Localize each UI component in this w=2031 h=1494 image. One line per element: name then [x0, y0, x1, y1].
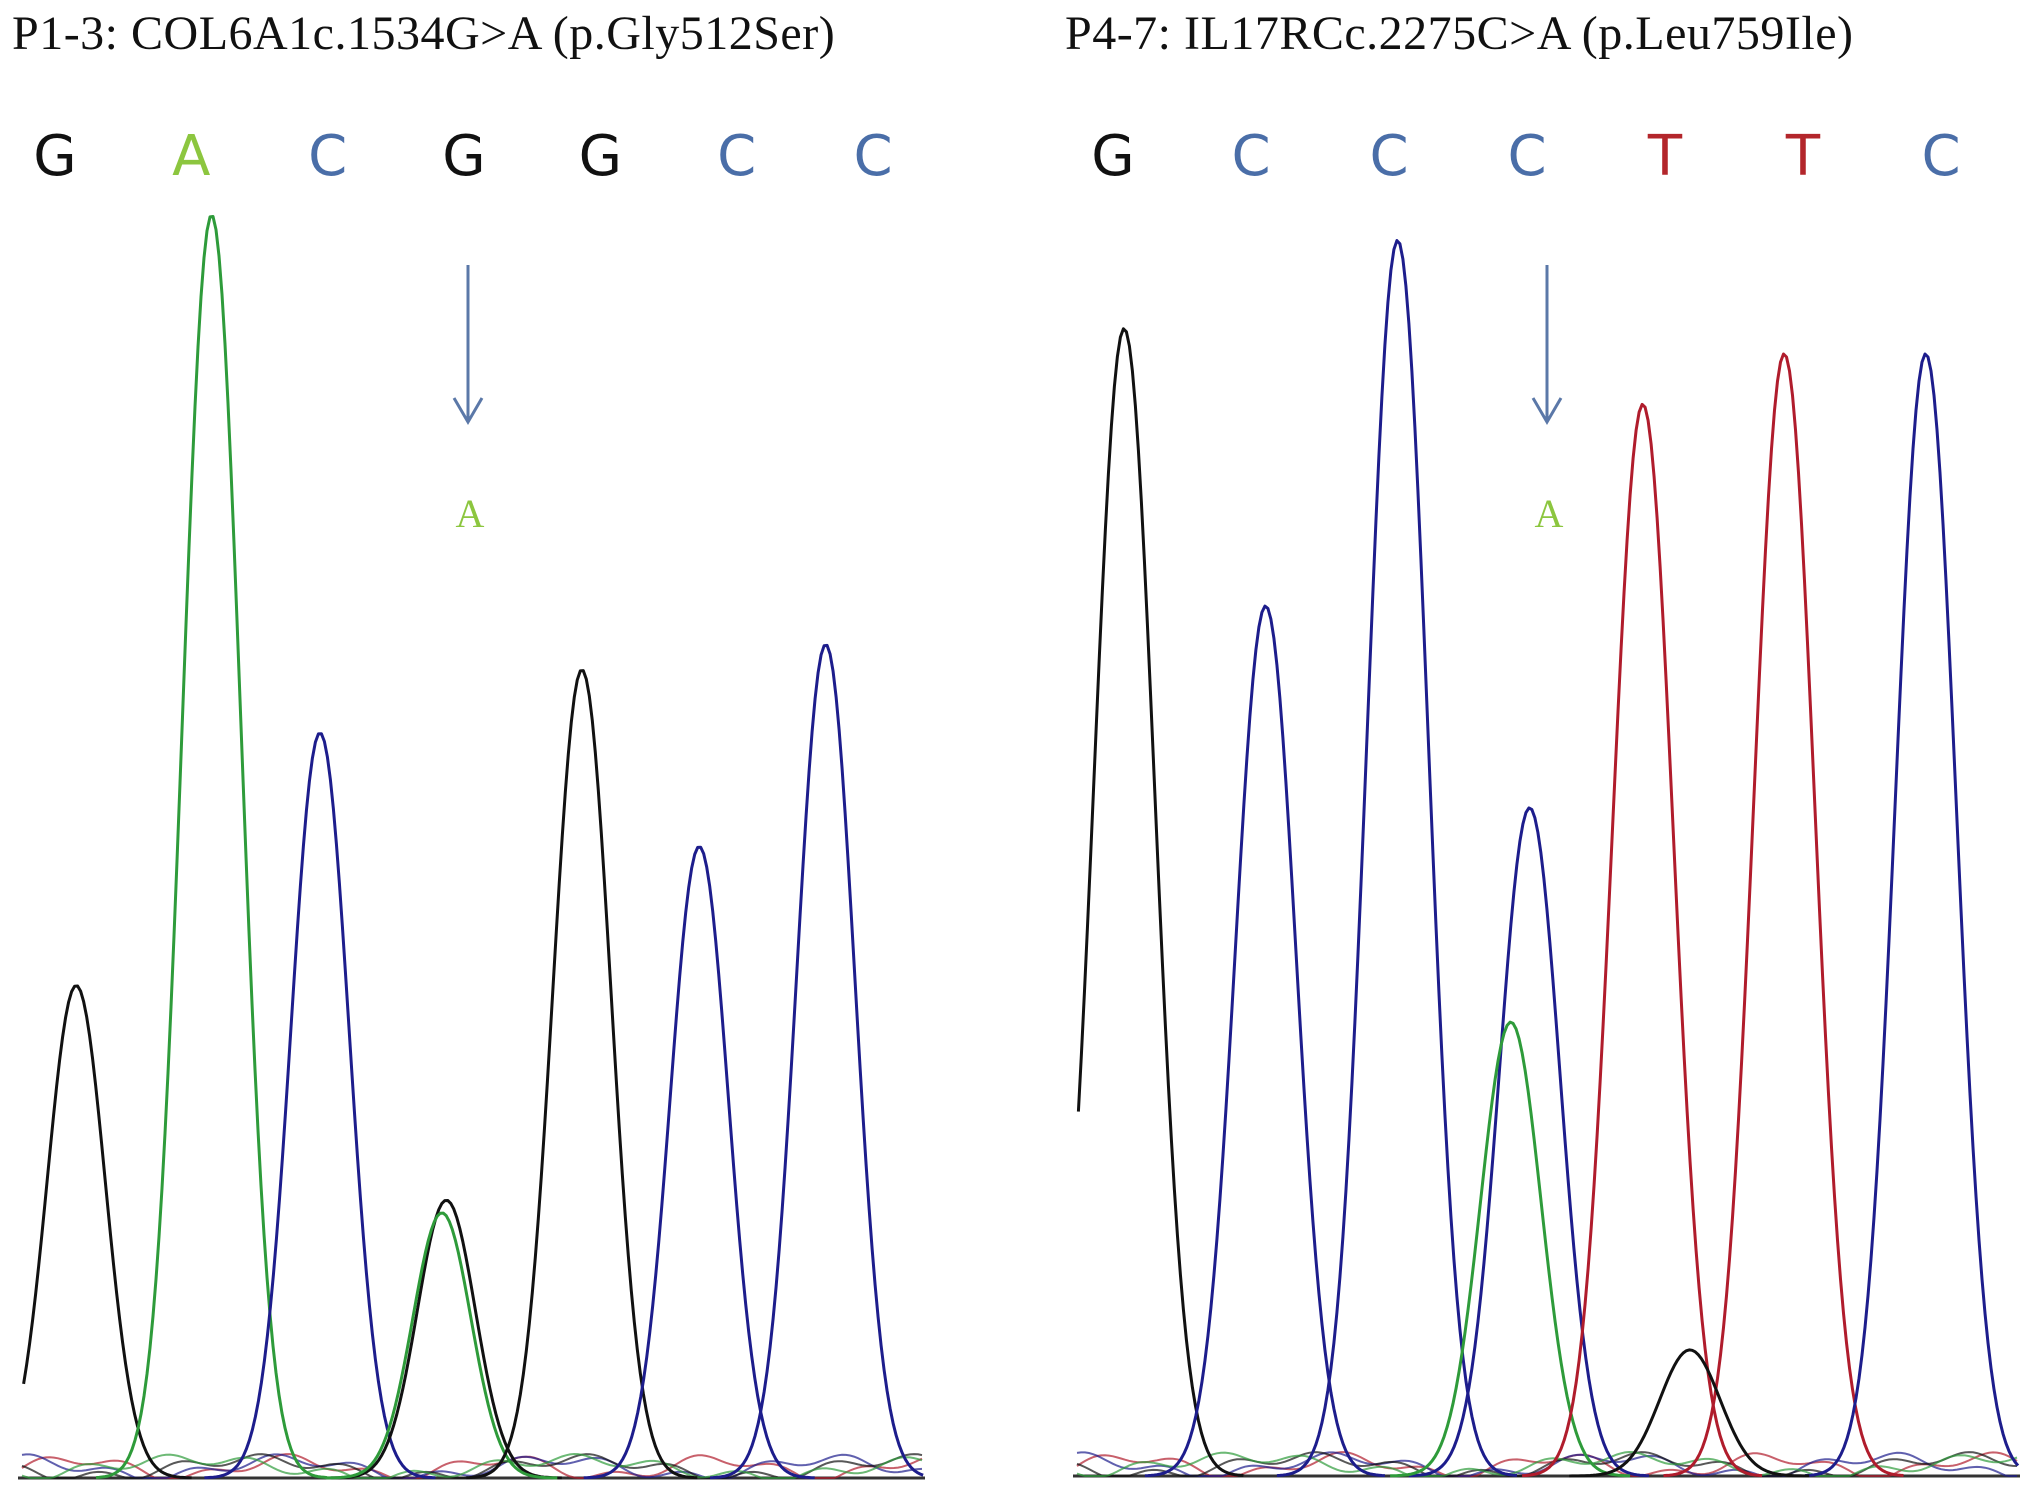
trace-peak: [95, 215, 328, 1480]
trace-peak: [1522, 402, 1763, 1478]
base-call-label: G: [1091, 124, 1134, 189]
trace-peak: [583, 845, 815, 1480]
variant-base-label: A: [1535, 491, 1564, 536]
trace-peak: [1804, 352, 2020, 1478]
noise-trace: [1076, 1451, 2018, 1477]
noise-trace: [1076, 1451, 2018, 1477]
base-call-label: A: [172, 124, 210, 189]
base-call-label: C: [1231, 124, 1270, 189]
base-call-label: C: [308, 124, 347, 189]
base-call-label: C: [1507, 124, 1546, 189]
chromatogram-right: G C C C T T C A: [1073, 124, 2020, 1478]
base-call-label: T: [1647, 124, 1683, 189]
trace-peak: [1144, 604, 1385, 1478]
chromatogram-panel-right: P4-7: IL17RCc.2275C>A (p.Leu759Ile) G C C C…: [1015, 0, 2031, 1494]
variant-arrow-icon: [1531, 265, 1563, 425]
chromatogram-left: G A C G G C C A: [18, 124, 925, 1480]
noise-trace: [21, 1453, 923, 1479]
trace-peak: [466, 669, 698, 1480]
trace-peak: [1276, 239, 1517, 1478]
trace-peak: [1390, 1020, 1631, 1478]
base-call-label: G: [442, 124, 485, 189]
trace-peak: [330, 1199, 562, 1480]
base-call-label: G: [33, 124, 76, 189]
panel-title: P4-7: IL17RCc.2275C>A (p.Leu759Ile): [1065, 7, 1854, 60]
trace-peak: [1663, 352, 1904, 1478]
trace-peak: [326, 1211, 558, 1480]
trace-peak: [1076, 327, 1244, 1477]
base-call-label: C: [1921, 124, 1960, 189]
base-call-label: T: [1785, 124, 1821, 189]
trace-peak: [1569, 1348, 1810, 1478]
base-call-label: C: [1369, 124, 1408, 189]
noise-trace: [1076, 1450, 2018, 1477]
variant-arrow-icon: [452, 265, 484, 425]
trace-peak: [1408, 806, 1649, 1478]
base-call-label: C: [853, 124, 892, 189]
noise-trace: [21, 1452, 923, 1479]
trace-peak: [22, 984, 192, 1480]
base-call-label: C: [717, 124, 756, 189]
trace-peak: [710, 643, 924, 1480]
panel-title: P1-3: COL6A1c.1534G>A (p.Gly512Ser): [12, 7, 836, 60]
base-call-label: G: [579, 124, 622, 189]
variant-base-label: A: [456, 491, 485, 536]
trace-peak: [204, 732, 436, 1480]
